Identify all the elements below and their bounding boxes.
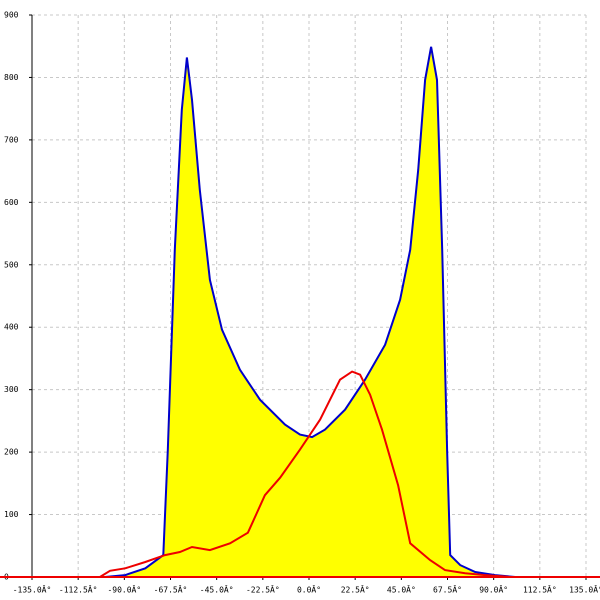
y-tick-label: 500: [4, 260, 19, 269]
x-tick-label: -45.0Â°: [200, 584, 234, 595]
x-tick-label: 45.0Â°: [387, 584, 416, 595]
y-tick-label: 600: [4, 198, 19, 207]
x-tick-label: -90.0Â°: [107, 584, 141, 595]
y-tick-label: 900: [4, 11, 19, 20]
y-tick-label: 200: [4, 448, 19, 457]
x-tick-label: -112.5Â°: [59, 584, 98, 595]
x-tick-label: 67.5Â°: [433, 584, 462, 595]
x-tick-label: 112.5Â°: [523, 584, 557, 595]
y-tick-label: 700: [4, 135, 19, 144]
x-tick-label: 90.0Â°: [479, 584, 508, 595]
x-tick-label: -22.5Â°: [246, 584, 280, 595]
x-tick-label: 135.0Â°: [569, 584, 600, 595]
area: [105, 46, 516, 578]
x-tick-label: -135.0Â°: [13, 584, 52, 595]
y-tick-label: 400: [4, 323, 19, 332]
x-tick-label: 22.5Â°: [341, 584, 370, 595]
y-tick-label: 300: [4, 385, 19, 394]
x-tick-label: -67.5Â°: [154, 584, 188, 595]
line: [99, 370, 511, 578]
y-tick-label: 800: [4, 73, 19, 82]
x-tick-label: 0.0Â°: [297, 584, 321, 595]
line: [104, 46, 516, 578]
y-tick-label: 100: [4, 510, 19, 519]
